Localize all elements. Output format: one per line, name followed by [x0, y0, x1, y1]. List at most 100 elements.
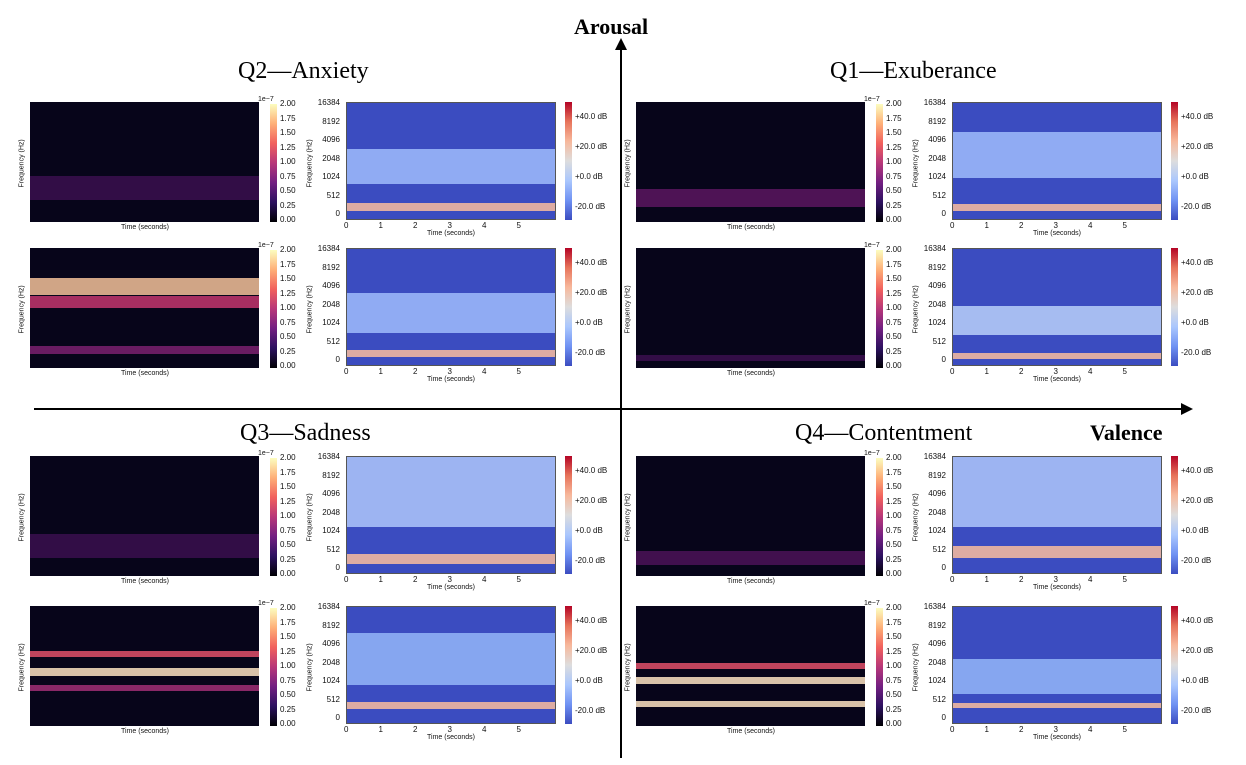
stft-x-label: Time (seconds)	[1033, 734, 1081, 741]
mel-band	[636, 550, 865, 566]
stft-spectrogram	[952, 248, 1162, 366]
mel-colorbar-tick: 1.75	[886, 259, 902, 269]
stft-y-tick: 8192	[928, 116, 946, 126]
mel-colorbar	[876, 250, 883, 368]
mel-colorbar-exponent: 1e−7	[864, 96, 880, 103]
mel-colorbar-tick: 2.00	[886, 453, 902, 462]
stft-x-tick: 2	[413, 725, 418, 734]
stft-x-label: Time (seconds)	[427, 584, 475, 591]
mel-spectrogram	[30, 248, 259, 368]
stft-x-tick: 5	[516, 725, 521, 734]
mel-y-label: Frequency (Hz)	[624, 493, 632, 542]
stft-x-tick: 1	[378, 367, 383, 376]
db-colorbar-tick: +0.0 dB	[575, 172, 603, 181]
mel-colorbar-tick: 1.75	[280, 259, 296, 269]
mel-spectrogram	[636, 248, 865, 368]
stft-y-tick: 512	[326, 336, 340, 346]
db-colorbar-tick: +0.0 dB	[575, 526, 603, 535]
stft-x-tick: 4	[482, 221, 487, 230]
db-colorbar-tick: +40.0 dB	[1181, 112, 1214, 121]
db-colorbar	[565, 606, 572, 724]
stft-y-tick: 2048	[928, 153, 946, 163]
stft-x-tick: 4	[482, 725, 487, 734]
stft-x-tick: 4	[1088, 221, 1093, 230]
stft-x-tick: 2	[413, 221, 418, 230]
spectrogram-pair: Frequency (Hz) Time (seconds) 1e−7 2.00 1.75…	[19, 242, 620, 383]
db-colorbar-tick: +0.0 dB	[1181, 318, 1209, 327]
arousal-axis-arrowhead	[615, 38, 627, 50]
mel-colorbar-tick: 0.75	[886, 525, 902, 535]
db-colorbar-tick: +20.0 dB	[575, 142, 608, 151]
stft-band	[347, 633, 555, 686]
stft-band	[953, 659, 1161, 694]
mel-band	[30, 651, 259, 657]
stft-y-tick: 1024	[928, 318, 946, 327]
mel-x-label: Time (seconds)	[727, 728, 775, 735]
stft-x-tick: 3	[447, 367, 452, 376]
valence-axis-arrowhead	[1181, 403, 1193, 415]
mel-y-label: Frequency (Hz)	[624, 285, 632, 334]
stft-spectrogram	[346, 102, 556, 220]
stft-spectrogram	[952, 102, 1162, 220]
stft-band	[347, 554, 555, 564]
stft-x-label: Time (seconds)	[427, 230, 475, 237]
stft-band	[347, 149, 555, 185]
db-colorbar	[565, 248, 572, 366]
mel-spectrogram	[636, 606, 865, 726]
db-colorbar-tick: -20.0 dB	[575, 202, 606, 211]
mel-colorbar-tick: 2.00	[886, 603, 902, 612]
mel-colorbar-tick: 0.00	[886, 361, 902, 370]
stft-y-tick: 4096	[322, 639, 340, 648]
db-colorbar	[565, 456, 572, 574]
stft-spectrogram	[346, 456, 556, 574]
stft-x-tick: 4	[482, 575, 487, 584]
stft-x-tick: 1	[984, 575, 989, 584]
spectrogram-pair: Frequency (Hz) Time (seconds) 1e−7 2.00 1.75…	[19, 96, 620, 237]
stft-x-tick: 3	[1053, 725, 1058, 734]
mel-colorbar-tick: 1.00	[886, 157, 902, 166]
stft-y-tick: 4096	[928, 135, 946, 144]
stft-y-tick: 8192	[928, 620, 946, 630]
spectrogram-pair: Frequency (Hz) Time (seconds) 1e−7 2.00 1.75…	[625, 600, 1226, 741]
mel-colorbar-tick: 1.50	[280, 128, 296, 137]
mel-colorbar-tick: 0.75	[280, 675, 296, 685]
mel-colorbar-tick: 0.00	[886, 719, 902, 728]
mel-colorbar-tick: 0.00	[280, 215, 296, 224]
stft-band	[953, 306, 1161, 336]
stft-y-tick: 16384	[923, 452, 946, 461]
stft-x-tick: 5	[1122, 725, 1127, 734]
stft-y-tick: 512	[932, 336, 946, 346]
stft-y-tick: 16384	[317, 452, 340, 461]
stft-y-tick: 8192	[322, 620, 340, 630]
mel-colorbar	[270, 458, 277, 576]
stft-x-tick: 5	[1122, 221, 1127, 230]
db-colorbar-tick: +0.0 dB	[575, 318, 603, 327]
stft-x-label: Time (seconds)	[1033, 230, 1081, 237]
mel-colorbar-tick: 1.00	[886, 511, 902, 520]
mel-colorbar-tick: 0.25	[886, 346, 902, 356]
mel-colorbar-tick: 0.00	[886, 569, 902, 578]
arousal-label: Arousal	[574, 14, 649, 39]
stft-y-label: Frequency (Hz)	[306, 643, 314, 692]
stft-y-tick: 2048	[322, 507, 340, 517]
stft-x-tick: 2	[413, 367, 418, 376]
stft-x-tick: 0	[950, 221, 955, 230]
stft-y-label: Frequency (Hz)	[912, 493, 920, 542]
stft-y-tick: 16384	[317, 602, 340, 611]
stft-y-tick: 16384	[923, 98, 946, 107]
stft-y-tick: 8192	[928, 470, 946, 480]
mel-colorbar-tick: 0.00	[886, 215, 902, 224]
mel-colorbar-tick: 0.75	[886, 675, 902, 685]
mel-colorbar-exponent: 1e−7	[864, 242, 880, 249]
spectrogram-pair: Frequency (Hz) Time (seconds) 1e−7 2.00 1.75…	[19, 450, 620, 591]
mel-x-label: Time (seconds)	[727, 224, 775, 231]
mel-band	[30, 278, 259, 295]
mel-colorbar-tick: 1.25	[886, 288, 902, 298]
db-colorbar-tick: +20.0 dB	[1181, 496, 1214, 505]
stft-y-tick: 4096	[322, 281, 340, 290]
quadrant-title-q3: Q3—Sadness	[240, 420, 371, 446]
db-colorbar-tick: +40.0 dB	[575, 112, 608, 121]
mel-colorbar-tick: 1.50	[886, 482, 902, 491]
mel-colorbar-exponent: 1e−7	[864, 600, 880, 607]
stft-y-tick: 1024	[928, 676, 946, 685]
